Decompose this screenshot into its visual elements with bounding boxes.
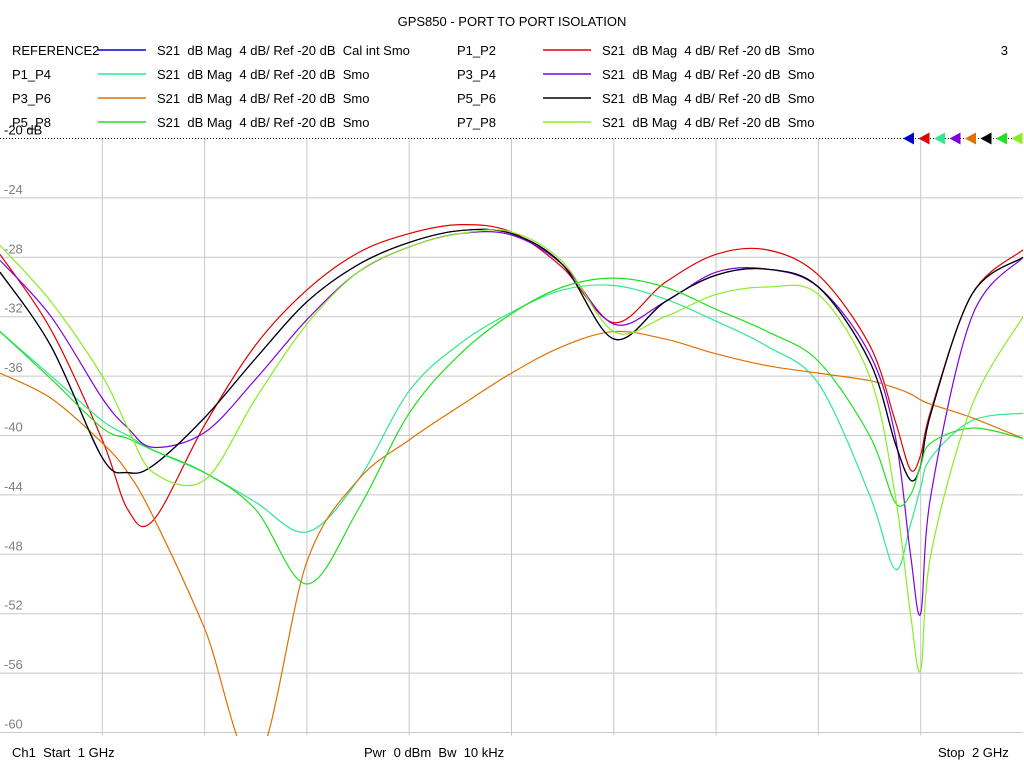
legend-entry: P7_P8 S21 dB Mag 4 dB/ Ref -20 dB Smo — [457, 115, 814, 130]
y-tick-label: -32 — [4, 301, 23, 316]
legend-name: P5_P8 — [12, 115, 51, 130]
legend-entry: P1_P4 S21 dB Mag 4 dB/ Ref -20 dB Smo — [12, 67, 369, 82]
legend-format: S21 dB Mag 4 dB/ Ref -20 dB Cal int Smo — [157, 43, 410, 58]
legend-name: P5_P6 — [457, 91, 496, 106]
legend-format: S21 dB Mag 4 dB/ Ref -20 dB Smo — [602, 43, 814, 58]
legend-format: S21 dB Mag 4 dB/ Ref -20 dB Smo — [602, 91, 814, 106]
legend-entry: P3_P6 S21 dB Mag 4 dB/ Ref -20 dB Smo — [12, 91, 369, 106]
reference-marker — [934, 132, 945, 145]
footer-power: Pwr 0 dBm Bw 10 kHz — [364, 745, 504, 760]
reference-marker — [1011, 132, 1023, 145]
trace — [0, 330, 1024, 736]
trace — [0, 228, 1024, 482]
legend-entry: P3_P4 S21 dB Mag 4 dB/ Ref -20 dB Smo — [457, 67, 814, 82]
y-tick-label: -52 — [4, 598, 23, 613]
reference-marker — [903, 132, 914, 145]
footer-start: Ch1 Start 1 GHz — [12, 745, 115, 760]
y-tick-label: -20 dB — [4, 123, 42, 138]
y-tick-label: -40 — [4, 420, 23, 435]
y-tick-label: -56 — [4, 657, 23, 672]
y-tick-label: -24 — [4, 182, 23, 197]
legend-name: P1_P2 — [457, 43, 496, 58]
reference-marker — [965, 132, 976, 145]
legend-format: S21 dB Mag 4 dB/ Ref -20 dB Smo — [157, 91, 369, 106]
legend-name: P3_P4 — [457, 67, 496, 82]
channel-number: 3 — [1001, 43, 1008, 58]
legend-entry: P5_P8 S21 dB Mag 4 dB/ Ref -20 dB Smo — [12, 115, 369, 130]
legend-entry: P1_P2 S21 dB Mag 4 dB/ Ref -20 dB Smo — [457, 43, 814, 58]
reference-marker — [918, 132, 930, 145]
legend-name: REFERENCE2 — [12, 43, 99, 58]
reference-marker — [949, 132, 961, 145]
trace — [0, 277, 1024, 585]
legend-format: S21 dB Mag 4 dB/ Ref -20 dB Smo — [157, 67, 369, 82]
legend-name: P7_P8 — [457, 115, 496, 130]
legend-format: S21 dB Mag 4 dB/ Ref -20 dB Smo — [602, 67, 814, 82]
legend-format: S21 dB Mag 4 dB/ Ref -20 dB Smo — [157, 115, 369, 130]
y-tick-label: -60 — [4, 717, 23, 732]
trace — [0, 229, 1024, 673]
footer-stop: Stop 2 GHz — [938, 745, 1009, 760]
trace — [0, 223, 1024, 528]
trace — [0, 230, 1024, 616]
legend-name: P3_P6 — [12, 91, 51, 106]
legend-entry: REFERENCE2 S21 dB Mag 4 dB/ Ref -20 dB Ca… — [12, 43, 410, 58]
reference-marker — [980, 132, 992, 145]
y-tick-label: -44 — [4, 479, 23, 494]
legend-format: S21 dB Mag 4 dB/ Ref -20 dB Smo — [602, 115, 814, 130]
legend-name: P1_P4 — [12, 67, 51, 82]
reference-marker — [996, 132, 1007, 145]
y-tick-label: -28 — [4, 241, 23, 256]
plot-area — [0, 223, 1024, 736]
chart-title: GPS850 - PORT TO PORT ISOLATION — [398, 14, 627, 29]
y-tick-label: -48 — [4, 538, 23, 553]
legend-entry: P5_P6 S21 dB Mag 4 dB/ Ref -20 dB Smo — [457, 91, 814, 106]
y-tick-label: -36 — [4, 360, 23, 375]
